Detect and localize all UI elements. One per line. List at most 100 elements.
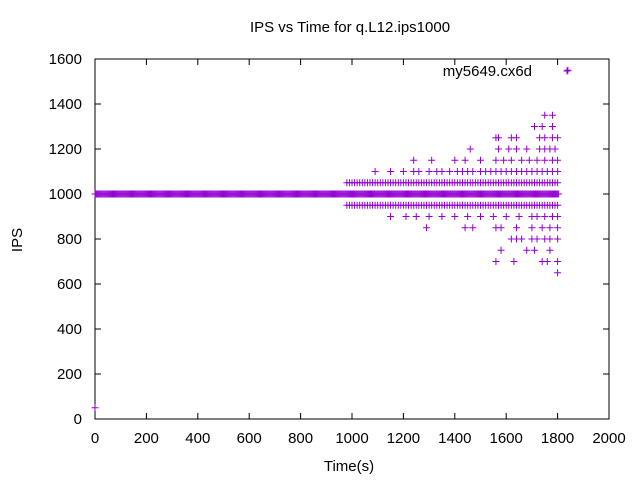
- data-point: [399, 168, 407, 175]
- data-point: [371, 168, 379, 175]
- data-point: [538, 224, 546, 232]
- y-tick-label: 800: [57, 231, 82, 248]
- data-point: [555, 190, 563, 198]
- data-point: [530, 123, 538, 130]
- data-point: [446, 168, 454, 175]
- y-axis-label: IPS: [9, 228, 26, 252]
- data-point: [502, 213, 510, 220]
- data-point: [461, 224, 469, 232]
- data-point: [438, 213, 446, 220]
- data-point: [533, 213, 541, 220]
- data-point: [546, 224, 554, 232]
- data-point: [492, 258, 500, 265]
- data-point: [551, 145, 559, 153]
- data-point: [543, 258, 551, 265]
- data-point: [415, 168, 423, 175]
- legend-label: my5649.cx6d: [443, 63, 532, 80]
- data-point: [538, 123, 546, 130]
- data-point: [518, 235, 526, 243]
- data-point: [461, 156, 469, 164]
- x-tick-label: 200: [134, 430, 159, 447]
- data-points: [91, 66, 572, 412]
- data-point: [91, 404, 99, 412]
- data-point: [533, 156, 541, 164]
- data-point: [500, 156, 508, 164]
- data-point: [541, 213, 549, 220]
- data-point: [512, 134, 520, 142]
- data-point: [546, 246, 554, 254]
- y-tick-label: 400: [57, 321, 82, 338]
- data-point: [469, 168, 477, 175]
- data-point: [523, 145, 531, 153]
- x-tick-label: 1800: [541, 430, 574, 447]
- data-point: [387, 168, 395, 175]
- x-tick-label: 1600: [490, 430, 523, 447]
- data-point: [554, 168, 562, 175]
- data-point: [387, 213, 395, 220]
- data-point: [402, 213, 410, 220]
- data-point: [554, 258, 562, 265]
- x-tick-label: 800: [288, 430, 313, 447]
- legend-marker-symbol: [563, 67, 571, 75]
- y-tick-label: 1600: [49, 51, 82, 68]
- data-point: [425, 213, 433, 220]
- data-point: [554, 213, 562, 220]
- data-point: [528, 224, 536, 232]
- data-point: [554, 201, 562, 209]
- x-axis-label: Time(s): [324, 458, 374, 475]
- data-point: [523, 246, 531, 254]
- data-point: [541, 111, 549, 119]
- data-point: [428, 156, 436, 164]
- data-point: [518, 156, 526, 164]
- data-point: [554, 269, 562, 277]
- data-point: [548, 123, 556, 130]
- axis-ticks: 0 200 400 600 800 1000 1200 1400 1600 1800 2000 0 20…: [49, 51, 626, 447]
- y-tick-label: 1000: [49, 186, 82, 203]
- data-point: [477, 156, 484, 164]
- data-point: [497, 246, 505, 254]
- data-point: [494, 145, 502, 153]
- data-point: [541, 134, 549, 142]
- data-point: [497, 224, 505, 232]
- data-point: [466, 145, 474, 153]
- legend-marker: [563, 67, 571, 75]
- data-point: [515, 213, 523, 220]
- x-tick-label: 400: [185, 430, 210, 447]
- data-point: [548, 111, 556, 119]
- data-point: [512, 145, 520, 153]
- data-point: [533, 235, 541, 243]
- data-point: [507, 156, 515, 164]
- data-point: [423, 224, 431, 232]
- y-tick-label: 200: [57, 366, 82, 383]
- x-tick-label: 1000: [335, 430, 368, 447]
- data-point: [554, 235, 562, 243]
- x-tick-label: 1400: [438, 430, 471, 447]
- y-tick-label: 600: [57, 276, 82, 293]
- data-point: [477, 213, 484, 220]
- data-point: [564, 66, 572, 74]
- data-point: [546, 235, 554, 243]
- data-point: [541, 156, 549, 164]
- data-point: [505, 145, 513, 153]
- data-point: [554, 134, 562, 142]
- data-point: [464, 213, 472, 220]
- data-point: [494, 134, 502, 142]
- x-tick-label: 0: [91, 430, 99, 447]
- data-point: [530, 246, 538, 254]
- data-point: [512, 224, 520, 232]
- data-point: [554, 179, 562, 187]
- data-point: [554, 224, 562, 232]
- data-point: [469, 224, 477, 232]
- data-point: [438, 168, 446, 175]
- data-point: [451, 213, 459, 220]
- data-point: [412, 213, 420, 220]
- data-point: [510, 258, 518, 265]
- x-tick-label: 1200: [387, 430, 420, 447]
- y-tick-label: 0: [74, 411, 82, 428]
- data-point: [554, 156, 562, 164]
- data-point: [489, 213, 497, 220]
- x-tick-label: 600: [237, 430, 262, 447]
- data-point: [410, 156, 418, 164]
- legend: my5649.cx6d: [443, 63, 571, 80]
